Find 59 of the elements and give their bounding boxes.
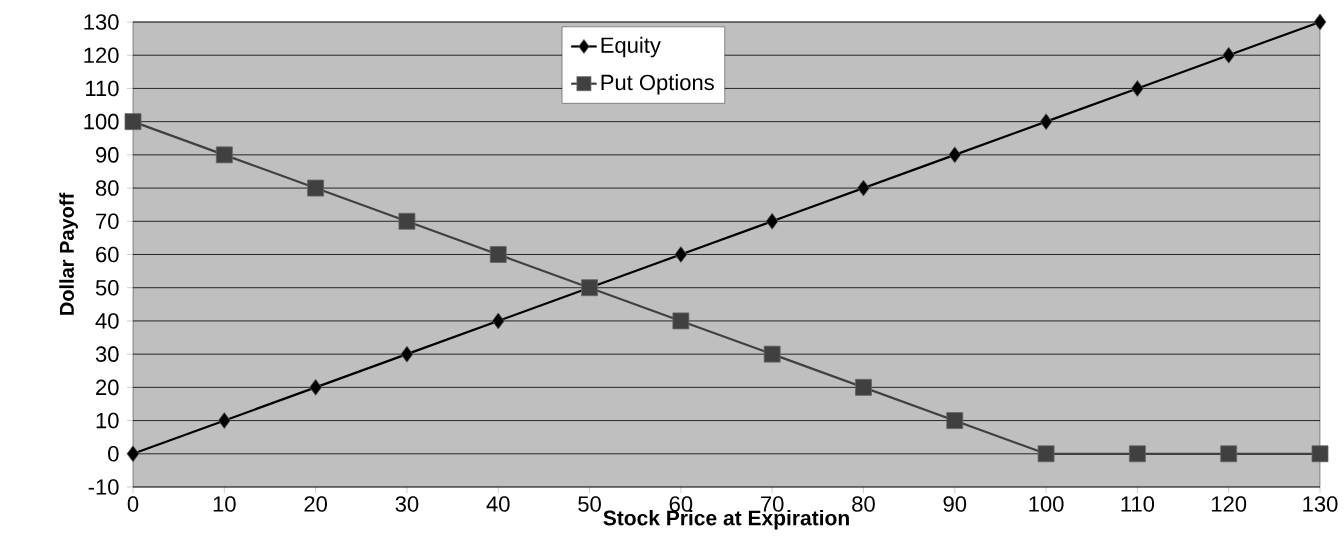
y-tick-label: 130 bbox=[84, 14, 119, 30]
point bbox=[1130, 80, 1144, 97]
x-tick-label: 20 bbox=[304, 496, 327, 512]
x-axis-title: Stock Price at Expiration bbox=[603, 509, 849, 530]
point bbox=[672, 312, 690, 330]
point bbox=[400, 345, 414, 363]
x-tick-label: 130 bbox=[1303, 496, 1338, 512]
x-tick-label: 80 bbox=[852, 496, 875, 512]
point bbox=[946, 412, 964, 429]
x-tick-label: 60 bbox=[669, 496, 693, 512]
legend-label: Put Options bbox=[601, 74, 714, 95]
point bbox=[1220, 445, 1238, 463]
x-tick-label: 70 bbox=[761, 496, 784, 512]
y-tick-label: 90 bbox=[96, 147, 119, 163]
x-tick-label: 10 bbox=[213, 496, 236, 512]
point bbox=[217, 412, 231, 429]
point bbox=[307, 179, 325, 197]
point bbox=[309, 378, 323, 396]
point bbox=[674, 246, 688, 263]
point bbox=[126, 445, 140, 463]
point bbox=[489, 246, 507, 263]
x-tick-label: 0 bbox=[127, 496, 139, 512]
point bbox=[491, 312, 505, 330]
point bbox=[1222, 46, 1236, 64]
y-tick-label: 110 bbox=[86, 80, 119, 97]
y-tick-label: 40 bbox=[95, 313, 119, 329]
x-tick-label: 100 bbox=[1029, 496, 1064, 512]
point bbox=[763, 345, 781, 363]
point bbox=[398, 212, 416, 230]
y-tick-label: 30 bbox=[95, 346, 119, 362]
y-tick-label: 100 bbox=[84, 113, 119, 130]
point bbox=[1313, 13, 1327, 31]
legend-label: Equity bbox=[601, 36, 661, 58]
y-axis-title: Dollar Payoff bbox=[59, 192, 78, 315]
point bbox=[124, 113, 142, 131]
y-tick-label: -10 bbox=[88, 479, 119, 495]
point bbox=[1128, 445, 1146, 463]
point bbox=[855, 378, 872, 396]
y-tick-label: 70 bbox=[96, 213, 119, 230]
point bbox=[948, 146, 962, 164]
x-tick-label: 90 bbox=[943, 496, 967, 512]
x-tick-label: 50 bbox=[578, 496, 601, 512]
x-tick-label: 120 bbox=[1212, 496, 1247, 512]
point bbox=[215, 146, 233, 164]
y-tick-label: 20 bbox=[96, 379, 119, 396]
y-tick-label: 0 bbox=[108, 446, 119, 462]
y-tick-label: 50 bbox=[95, 279, 119, 296]
y-tick-label: 120 bbox=[84, 47, 119, 63]
y-tick-label: 10 bbox=[96, 412, 119, 429]
x-tick-label: 110 bbox=[1121, 496, 1155, 512]
point bbox=[857, 179, 870, 197]
x-tick-label: 40 bbox=[486, 496, 510, 512]
point bbox=[1039, 113, 1053, 131]
point bbox=[1311, 445, 1329, 463]
y-tick-label: 60 bbox=[96, 246, 119, 263]
y-tick-label: 80 bbox=[95, 180, 119, 196]
point bbox=[1037, 445, 1055, 463]
x-tick-label: 30 bbox=[395, 496, 419, 512]
point bbox=[765, 212, 779, 230]
